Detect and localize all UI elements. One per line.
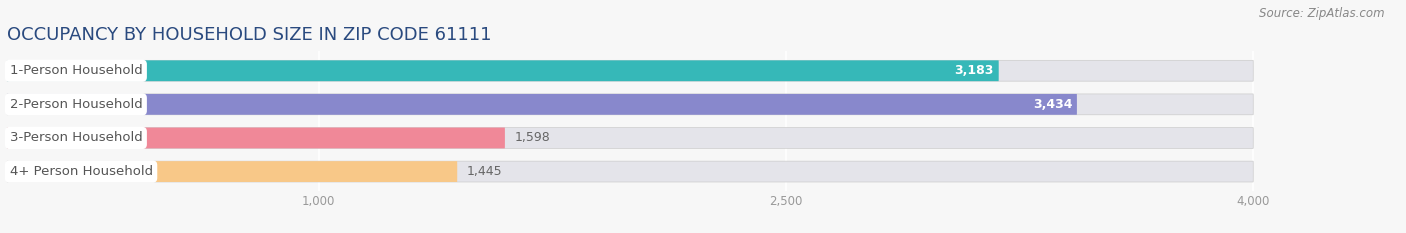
Text: 2-Person Household: 2-Person Household (10, 98, 142, 111)
Text: Source: ZipAtlas.com: Source: ZipAtlas.com (1260, 7, 1385, 20)
Text: 1,445: 1,445 (467, 165, 502, 178)
Text: 3,183: 3,183 (955, 64, 994, 77)
Text: 3-Person Household: 3-Person Household (10, 131, 142, 144)
FancyBboxPatch shape (7, 161, 1253, 182)
FancyBboxPatch shape (7, 94, 1077, 115)
FancyBboxPatch shape (7, 94, 1253, 115)
Text: OCCUPANCY BY HOUSEHOLD SIZE IN ZIP CODE 61111: OCCUPANCY BY HOUSEHOLD SIZE IN ZIP CODE … (7, 26, 492, 44)
FancyBboxPatch shape (7, 60, 998, 81)
FancyBboxPatch shape (7, 127, 1253, 148)
Text: 3,434: 3,434 (1033, 98, 1073, 111)
Text: 1-Person Household: 1-Person Household (10, 64, 142, 77)
Text: 4+ Person Household: 4+ Person Household (10, 165, 153, 178)
FancyBboxPatch shape (7, 127, 505, 148)
FancyBboxPatch shape (7, 60, 1253, 81)
FancyBboxPatch shape (7, 161, 457, 182)
Text: 1,598: 1,598 (515, 131, 550, 144)
